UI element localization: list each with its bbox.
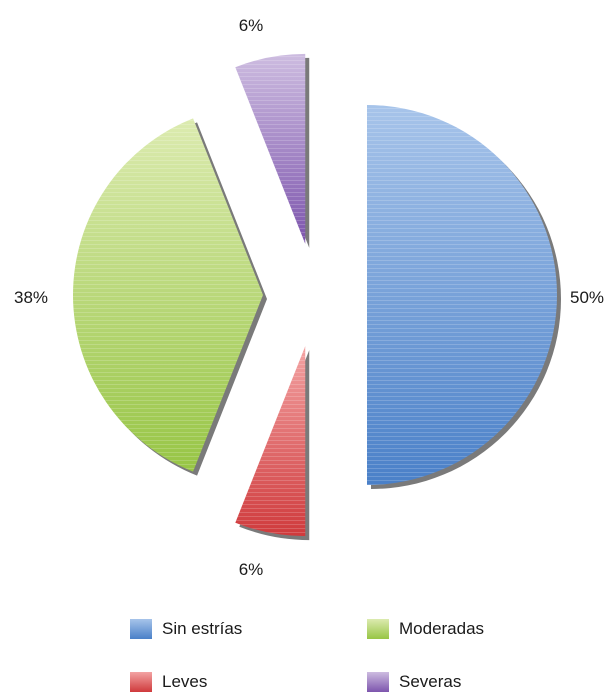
data-label-leves: 6% [239,560,264,579]
legend-swatch-severas [367,672,389,692]
data-label-sin-estrias: 50% [570,288,604,307]
slice-texture-leves [235,346,306,537]
legend-swatch-leves [130,672,152,692]
slice-texture-moderadas [72,118,263,472]
slice-texture-sin-estrias [367,105,557,485]
legend-item-moderadas: Moderadas [367,618,484,640]
legend-item-severas: Severas [367,671,461,693]
legend-swatch-sin-estrias [130,619,152,639]
legend-item-sin-estrias: Sin estrías [130,618,242,640]
legend-label-severas: Severas [399,672,462,691]
data-label-moderadas: 38% [14,288,48,307]
legend-swatch-moderadas [367,619,389,639]
legend-label-sin-estrias: Sin estrías [162,619,243,638]
data-label-severas: 6% [239,16,264,35]
legend-item-leves: Leves [130,671,207,693]
pie-chart: 50% 6% 38% 6% [14,16,604,579]
slice-texture-severas [235,53,306,244]
legend-label-moderadas: Moderadas [399,619,485,638]
legend-label-leves: Leves [162,672,208,691]
legend: Sin estrías Moderadas Leves Severas [130,618,550,693]
